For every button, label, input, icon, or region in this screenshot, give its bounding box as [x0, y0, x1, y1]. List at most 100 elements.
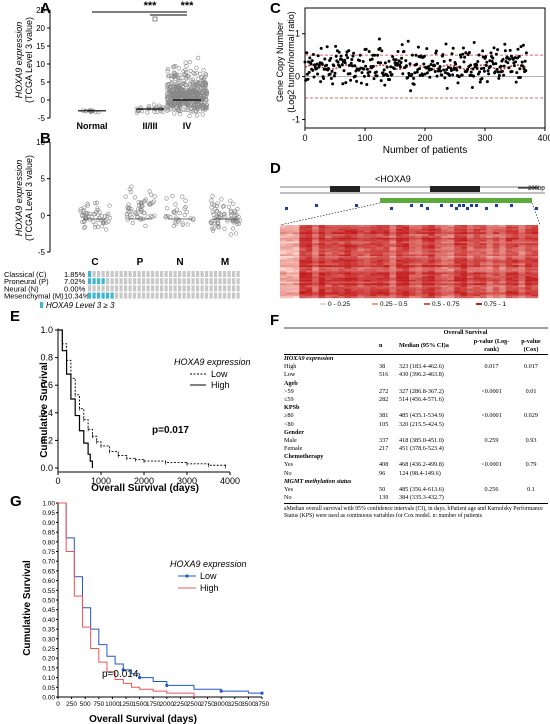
d-heat-cell [344, 287, 352, 290]
d-heat-cell [492, 245, 500, 248]
f-cell: >59 [284, 387, 294, 395]
d-heat-cell [479, 257, 487, 260]
d-heat-cell [338, 294, 345, 297]
d-heat-cell [350, 292, 358, 295]
d-heat-cell [441, 257, 448, 260]
b-point [174, 207, 179, 212]
d-heat-cell [383, 279, 390, 282]
d-heat-cell [492, 279, 500, 282]
g-series-high [58, 502, 195, 697]
onco-legend: HOXA9 Level 3 ≥ 3 [46, 301, 115, 310]
d-heat-cell [299, 272, 306, 275]
d-heat-cell [447, 288, 455, 291]
d-heat-cell [396, 239, 403, 242]
d-heat-cell [280, 243, 287, 246]
d-heat-cell [409, 288, 416, 291]
c-point [496, 70, 500, 74]
onco-cell [160, 271, 164, 277]
a-ytick-label: 20 [36, 24, 45, 33]
a-point [177, 102, 182, 108]
d-heat-cell [286, 288, 294, 291]
d-heat-cell [350, 241, 358, 244]
c-point [409, 89, 413, 93]
d-heat-cell [428, 232, 435, 235]
g-ylabel: Cumulative Survival [22, 560, 33, 656]
onco-cell [128, 285, 132, 292]
d-heat-cell [280, 294, 287, 297]
b-xtick-label: C [91, 257, 98, 268]
f-cell: 217 [379, 445, 389, 453]
d-heat-cell [531, 246, 539, 249]
c-point [376, 61, 380, 65]
d-heat-cell [428, 281, 435, 284]
d-heat-cell [325, 250, 332, 253]
d-heat-cell [467, 274, 474, 277]
d-heat-cell [376, 230, 384, 233]
c-point [365, 67, 369, 71]
d-heat-cell [280, 225, 287, 228]
onco-cell [88, 292, 92, 299]
d-heat-cell [409, 243, 416, 246]
onco-cell [106, 285, 110, 292]
d-heat-cell [447, 239, 455, 242]
d-heat-cell [492, 248, 500, 251]
d-heat-cell [396, 259, 403, 262]
d-heat-cell [499, 225, 506, 228]
d-heat-cell [486, 254, 494, 257]
d-heat-cell [357, 265, 365, 268]
d-heat-cell [325, 279, 332, 282]
d-heat-cell [499, 261, 506, 264]
d-heat-cell [331, 234, 339, 237]
d-heat-cell [473, 266, 481, 269]
c-point [312, 75, 316, 79]
d-heat-cell [396, 246, 403, 249]
d-heat-cell [370, 226, 377, 229]
c-point [433, 64, 437, 68]
d-heat-cell [376, 274, 384, 277]
a-point [186, 90, 191, 96]
d-heat-cell [499, 245, 506, 248]
d-heat-cell [357, 270, 365, 273]
d-heat-cell [292, 248, 300, 251]
c-point [386, 74, 390, 78]
d-heat-cell [428, 241, 435, 244]
d-heat-cell [454, 281, 461, 284]
a-point [188, 106, 193, 112]
a-point [158, 106, 163, 111]
d-heat-cell [531, 228, 539, 231]
g-xtick-label: 3750 [255, 701, 270, 708]
g-legend-low-marker [185, 574, 189, 578]
d-heat-cell [531, 248, 539, 251]
d-heat-cell [421, 259, 429, 262]
d-heat-cell [299, 228, 306, 231]
d-heat-cell [525, 250, 532, 253]
d-heat-cell [350, 270, 358, 273]
d-cpg-site [410, 204, 413, 207]
d-heat-cell [292, 292, 300, 295]
d-heat-cell [512, 239, 519, 242]
d-heat-cell [512, 256, 519, 259]
d-heat-cell [280, 250, 287, 253]
d-heat-cell [409, 241, 416, 244]
g-xtick-label: 250 [66, 701, 77, 708]
d-heat-cell [383, 257, 390, 260]
onco-cell [173, 292, 177, 299]
d-heat-cell [383, 225, 390, 228]
d-heat-cell [421, 277, 429, 280]
d-heat-cell [473, 276, 481, 279]
c-point [388, 78, 392, 82]
a-point [187, 97, 192, 102]
f-cell: 323 (183.4-462.6) [399, 363, 444, 371]
d-heat-cell [312, 268, 319, 271]
d-heat-cell [473, 265, 481, 268]
d-heat-cell [486, 228, 494, 231]
b-point [95, 206, 100, 211]
d-heat-cell [280, 277, 287, 280]
b-point [104, 227, 109, 232]
d-heat-cell [292, 265, 300, 268]
d-heat-cell [318, 225, 326, 228]
c-point [347, 64, 351, 68]
d-heat-cell [479, 261, 487, 264]
d-heat-cell [286, 279, 294, 282]
f-cell: 282 [379, 395, 389, 403]
